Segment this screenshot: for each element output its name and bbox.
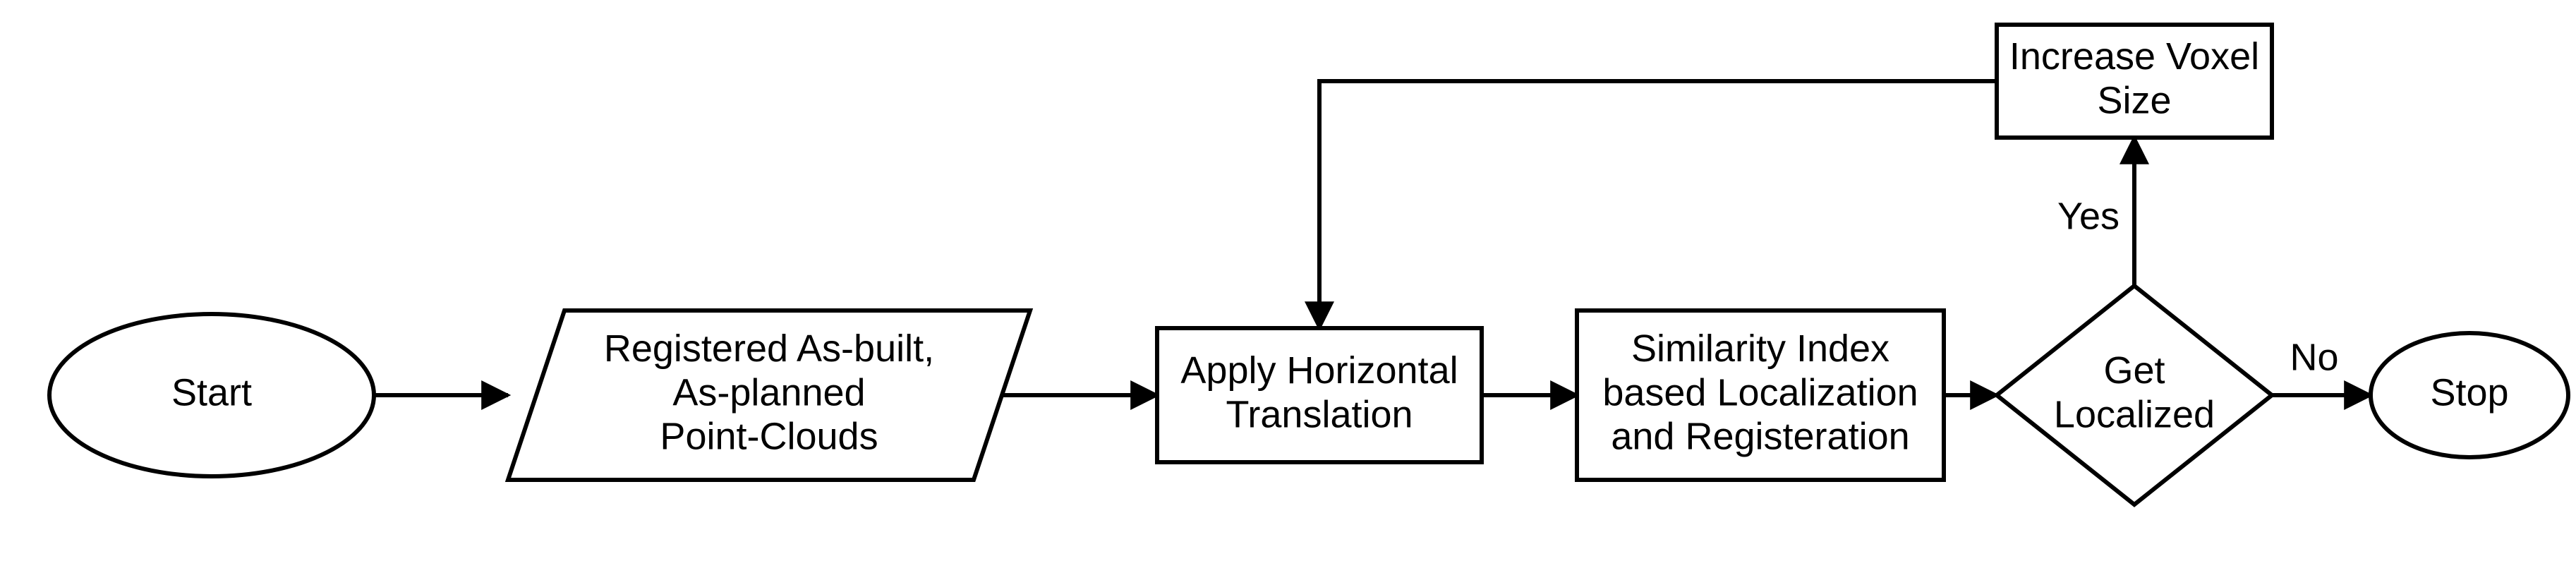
- node-label-apply-line1: Translation: [1226, 393, 1413, 435]
- node-label-registered-line2: Point-Clouds: [660, 415, 878, 457]
- edge-label-e7: No: [2290, 336, 2338, 378]
- node-label-increase-line1: Size: [2097, 79, 2171, 121]
- node-label-decision-line1: Localized: [2054, 393, 2215, 435]
- edge-label-e5: Yes: [2057, 195, 2120, 237]
- node-label-similarity-line0: Similarity Index: [1631, 327, 1889, 370]
- node-stop: Stop: [2371, 333, 2568, 457]
- node-start: Start: [49, 314, 374, 476]
- node-label-apply-line0: Apply Horizontal: [1180, 349, 1458, 392]
- node-increase: Increase VoxelSize: [1997, 25, 2272, 138]
- edge-e6: [1319, 81, 1997, 328]
- node-label-similarity-line2: and Registeration: [1611, 415, 1909, 457]
- node-label-registered-line0: Registered As-built,: [604, 327, 934, 370]
- node-decision: GetLocalized: [1997, 286, 2272, 505]
- flowchart-container: Yes No Start Registered As-built,As-planned…: [0, 0, 2576, 585]
- node-similarity: Similarity Indexbased Localizationand Re…: [1577, 310, 1944, 480]
- flowchart-svg: Yes No Start Registered As-built,As-planned…: [0, 0, 2576, 585]
- node-label-stop-line0: Stop: [2430, 371, 2508, 414]
- node-apply: Apply HorizontalTranslation: [1157, 328, 1482, 462]
- node-registered: Registered As-built,As-plannedPoint-Clou…: [508, 310, 1030, 480]
- node-label-start-line0: Start: [171, 371, 252, 414]
- node-label-decision-line0: Get: [2103, 349, 2165, 392]
- node-label-increase-line0: Increase Voxel: [2009, 35, 2259, 78]
- node-label-registered-line1: As-planned: [672, 371, 865, 414]
- node-label-similarity-line1: based Localization: [1602, 371, 1918, 414]
